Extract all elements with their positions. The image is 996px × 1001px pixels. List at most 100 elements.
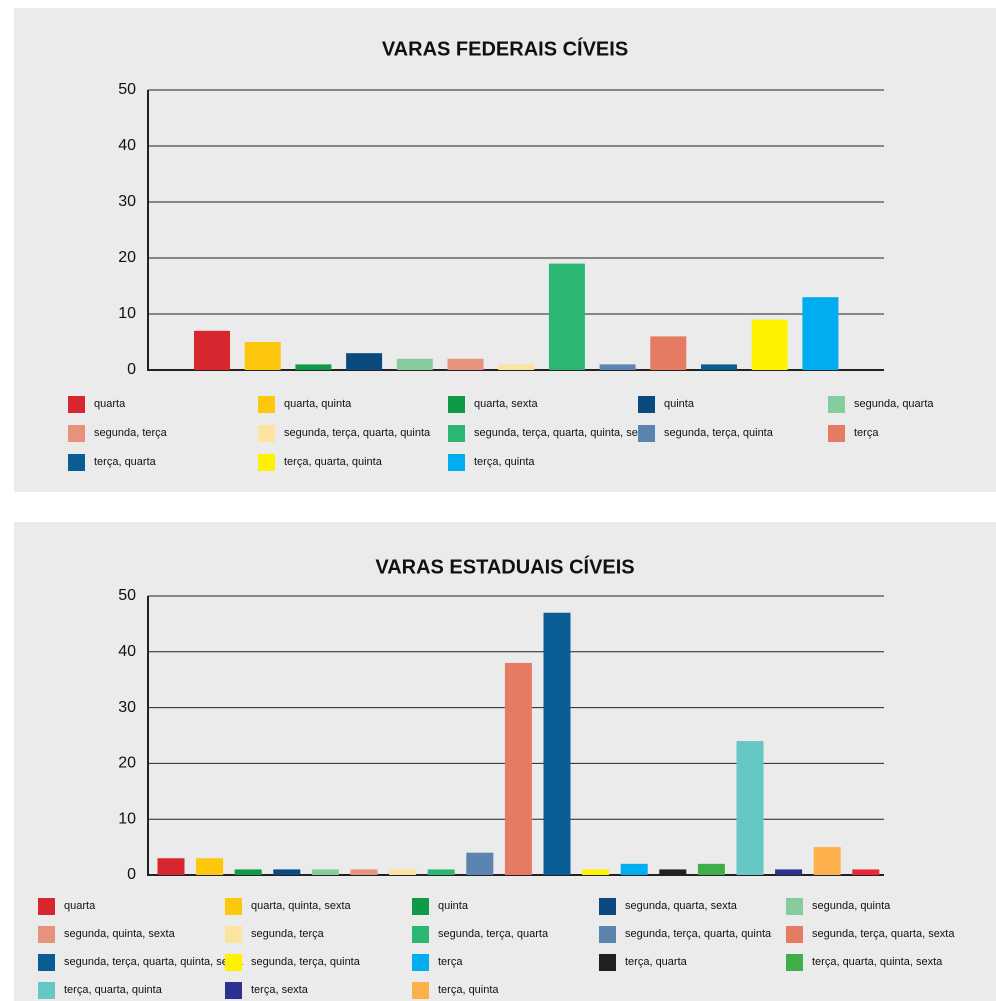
bar [504,662,532,875]
y-tick-label: 20 [118,755,136,772]
legend-swatch [68,425,85,442]
panel [14,8,996,492]
legend-swatch [258,454,275,471]
y-tick-label: 0 [127,866,136,883]
legend-label: quinta [438,900,469,912]
legend-swatch [38,954,55,971]
legend-label: quarta [64,900,96,912]
legend-swatch [828,425,845,442]
legend-swatch [786,926,803,943]
legend-label: terça [854,427,879,439]
legend-swatch [786,898,803,915]
bar [775,869,803,875]
legend-label: terça, quarta [94,456,157,468]
legend-label: terça, quinta [438,984,499,996]
legend-swatch [599,898,616,915]
bar [599,364,636,370]
legend-swatch [448,454,465,471]
legend-swatch [68,454,85,471]
bar [350,869,378,875]
chart-title: VARAS FEDERAIS CÍVEIS [382,37,628,60]
legend-label: segunda, quinta [812,900,891,912]
legend-swatch [38,982,55,999]
legend-label: segunda, terça [251,928,325,940]
legend-swatch [412,926,429,943]
legend-swatch [225,926,242,943]
legend-swatch [225,982,242,999]
bar [346,353,383,370]
bar [650,336,687,370]
legend-label: segunda, quarta [854,398,934,410]
y-tick-label: 0 [127,361,136,378]
legend-swatch [599,954,616,971]
legend-swatch [828,396,845,413]
bar [466,852,494,875]
legend-label: terça, quarta [625,956,688,968]
legend-label: quarta, quinta [284,398,352,410]
legend-label: quarta, sexta [474,398,538,410]
y-tick-label: 40 [118,643,136,660]
y-tick-label: 50 [118,587,136,604]
bar [852,869,880,875]
legend-label: terça, quarta, quinta, sexta [812,956,943,968]
legend-swatch [258,396,275,413]
bar [295,364,332,370]
legend-label: quarta [94,398,126,410]
bar [311,869,339,875]
bar [244,342,281,370]
legend-label: terça [438,956,463,968]
legend-label: segunda, quinta, sexta [64,928,176,940]
bar [157,858,185,875]
bar [447,358,484,370]
legend-swatch [258,425,275,442]
bar [751,319,788,370]
legend-label: segunda, terça, quarta, sexta [812,928,955,940]
bar [273,869,301,875]
y-tick-label: 50 [118,81,136,98]
y-tick-label: 20 [118,249,136,266]
legend-swatch [448,425,465,442]
legend-label: segunda, terça, quarta, quinta [284,427,431,439]
bar [582,869,610,875]
legend-label: quinta [664,398,695,410]
legend-label: segunda, terça, quarta [438,928,549,940]
bar [736,741,764,875]
bar [659,869,687,875]
legend-label: segunda, terça, quinta [251,956,361,968]
legend-swatch [412,982,429,999]
legend-swatch [412,954,429,971]
y-tick-label: 40 [118,137,136,154]
legend-swatch [68,396,85,413]
chart-title: VARAS ESTADUAIS CÍVEIS [375,555,634,578]
bar [548,263,585,370]
bar [194,330,230,370]
legend-label: segunda, terça, quarta, quinta [625,928,772,940]
legend-label: segunda, terça, quinta [664,427,774,439]
legend-swatch [412,898,429,915]
bar [701,364,737,370]
legend-swatch [225,898,242,915]
bar [234,869,262,875]
legend-label: segunda, terça, quarta, quinta, sexta [64,956,243,968]
y-tick-label: 30 [118,699,136,716]
bar [196,858,224,875]
legend-swatch [599,926,616,943]
legend-swatch [38,898,55,915]
bar [427,869,455,875]
bar [813,847,841,875]
legend-label: segunda, quarta, sexta [625,900,738,912]
legend-swatch [786,954,803,971]
bar [802,297,839,370]
legend-label: segunda, terça [94,427,168,439]
legend-swatch [38,926,55,943]
legend-label: terça, quarta, quinta [64,984,163,996]
bar [498,364,535,370]
y-tick-label: 10 [118,810,136,827]
legend-label: quarta, quinta, sexta [251,900,352,912]
y-tick-label: 10 [118,305,136,322]
legend-swatch [638,425,655,442]
bar [396,358,433,370]
legend-label: terça, quinta [474,456,535,468]
bar [697,863,725,875]
